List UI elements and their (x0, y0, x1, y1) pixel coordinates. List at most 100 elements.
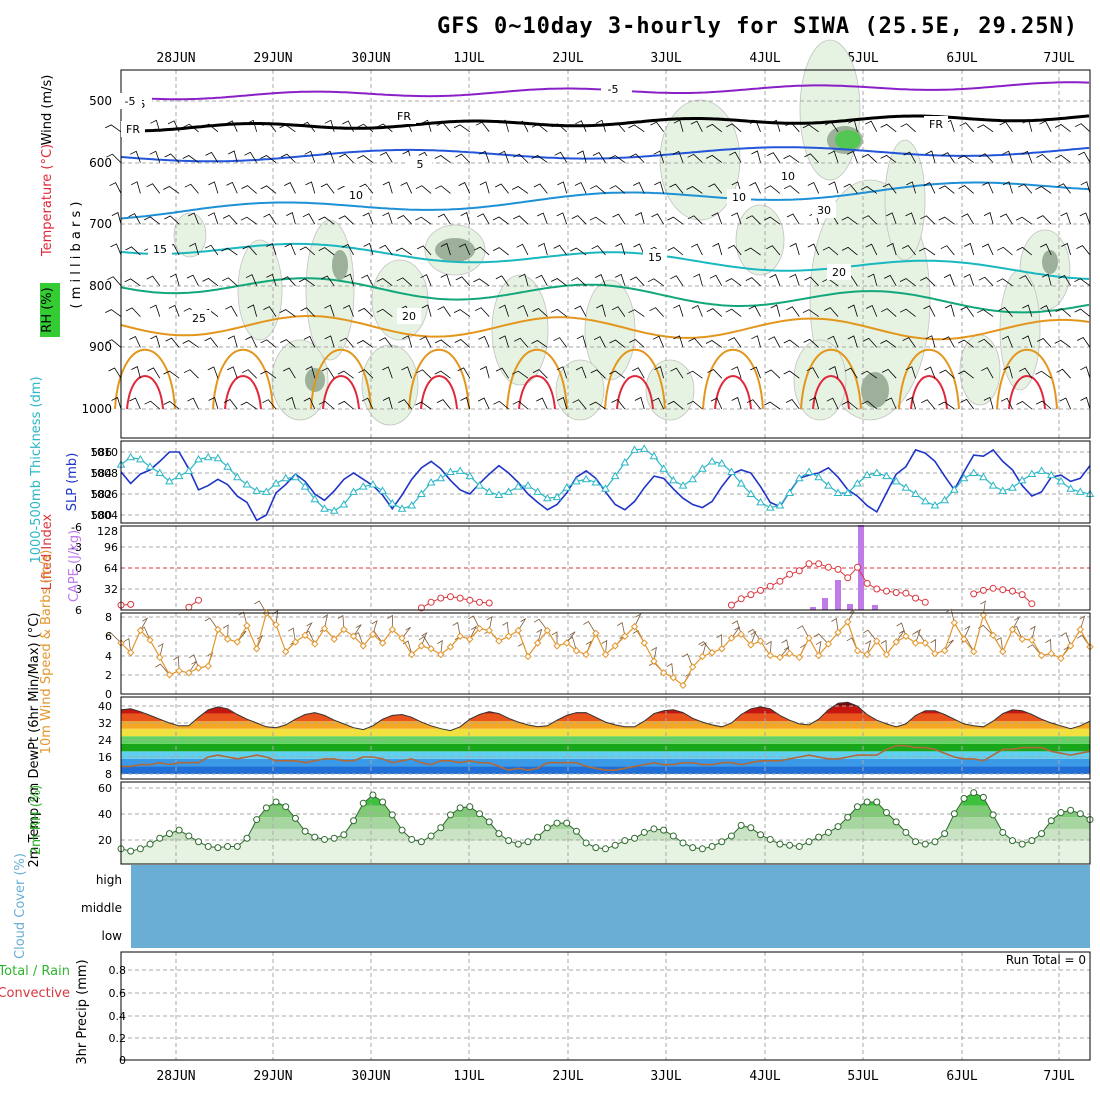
contour-30 (506, 349, 568, 410)
surface-wind-barb (533, 618, 548, 631)
wind-barb (1016, 246, 1033, 256)
surface-wind-barb (995, 637, 1004, 652)
rh-shading (884, 139, 926, 261)
wind-speed-marker (727, 634, 736, 642)
temp-band (121, 728, 1090, 737)
wind-barb (551, 123, 568, 133)
thickness-marker (649, 451, 659, 460)
rh-marker (417, 838, 425, 846)
surface-wind-barb (437, 639, 443, 655)
wind-speed-marker (126, 648, 135, 657)
rh-shading (237, 239, 283, 341)
wind-barb (651, 213, 664, 225)
wind-barb (749, 120, 761, 132)
wind-barb (925, 335, 936, 348)
wind-barb (379, 244, 393, 256)
wind-barb (802, 124, 819, 133)
surface-wind-barb (781, 639, 790, 654)
wind-barb (807, 181, 820, 194)
wind-barb (686, 370, 703, 379)
lifted-index-marker (815, 560, 823, 568)
rh-marker (757, 831, 765, 839)
wind-barb (495, 183, 509, 194)
wind-barb (111, 396, 122, 410)
rh-marker (989, 811, 997, 819)
rh-marker (311, 833, 319, 841)
wind-barb (1021, 150, 1033, 163)
wind-barb (785, 122, 800, 133)
wind-barb (167, 120, 180, 132)
rh-marker (805, 838, 813, 846)
wind-speed-marker (882, 650, 891, 659)
wind-barb (1056, 368, 1071, 379)
wind-barb (531, 340, 548, 348)
wind-barb (593, 336, 606, 348)
rh-marker (602, 845, 609, 853)
rh-marker (912, 838, 920, 846)
cloud-cover-panel: high middle low Cloud Cover (%) (13, 853, 1090, 959)
wind-speed-marker (466, 635, 474, 643)
surface-wind-barb (418, 636, 432, 650)
wind-speed-marker (446, 643, 455, 651)
temp-tick-label: 40 (98, 700, 112, 713)
wind-barb (129, 335, 141, 348)
wind-barb (1019, 275, 1033, 287)
rh-marker (970, 789, 978, 797)
wind-barb (866, 304, 878, 317)
wind-barb (455, 276, 471, 287)
wind-barb (939, 369, 955, 379)
wind-barb (862, 215, 878, 225)
wind-barb (338, 153, 354, 163)
wind-barb (512, 400, 529, 410)
wind-tick-label: 0 (105, 688, 112, 701)
surface-wind-barb (287, 627, 296, 643)
wind-barb (474, 307, 490, 317)
top-date-label: 2JUL (552, 51, 583, 66)
wind-barb (434, 370, 451, 379)
wind-speed-marker (514, 626, 522, 635)
wind-barb (401, 366, 413, 379)
rh-shading (999, 269, 1041, 391)
cape-bar (822, 598, 828, 610)
wind-speed-marker (243, 621, 251, 630)
thickness-marker (184, 466, 194, 474)
surface-wind-barb (815, 640, 822, 656)
lifted-index-marker (873, 585, 881, 593)
wind-barb (957, 155, 974, 163)
wind-barb (846, 150, 858, 163)
wind-barb (728, 337, 742, 348)
bottom-date-label: 28JUN (156, 1069, 195, 1084)
rh-marker (243, 834, 251, 842)
wind-barb (749, 182, 761, 194)
contour-30 (310, 349, 372, 410)
thickness-marker (484, 487, 494, 495)
wind-tick-label: 6 (105, 630, 112, 643)
rh-marker (824, 828, 832, 836)
wind-barb (263, 213, 277, 225)
rh-shading (735, 204, 785, 276)
wind-speed-marker (456, 632, 464, 640)
wind-speed-marker (378, 639, 387, 647)
thickness-marker (126, 452, 136, 461)
rh-shading (959, 334, 1001, 406)
slp-frame (120, 440, 1091, 524)
surface-wind-barb (601, 639, 608, 655)
wind-barb (513, 153, 529, 163)
rh-marker (698, 845, 706, 853)
wind-barb (867, 273, 878, 286)
lifted-index-marker (844, 574, 852, 582)
rh-marker (747, 824, 755, 832)
wind-barb (828, 181, 839, 194)
wind-barb (106, 153, 122, 163)
wind-barb (440, 273, 451, 286)
wind-barb (551, 308, 567, 317)
contour-30 (996, 349, 1058, 410)
wind-barb (672, 150, 684, 163)
wind-barb (670, 367, 684, 379)
wind-barb (378, 337, 393, 348)
wind-barb (207, 366, 219, 379)
lifted-index-marker (824, 563, 832, 571)
wind-barb (575, 366, 587, 379)
thickness-marker (136, 454, 145, 463)
wind-barb (183, 123, 199, 133)
